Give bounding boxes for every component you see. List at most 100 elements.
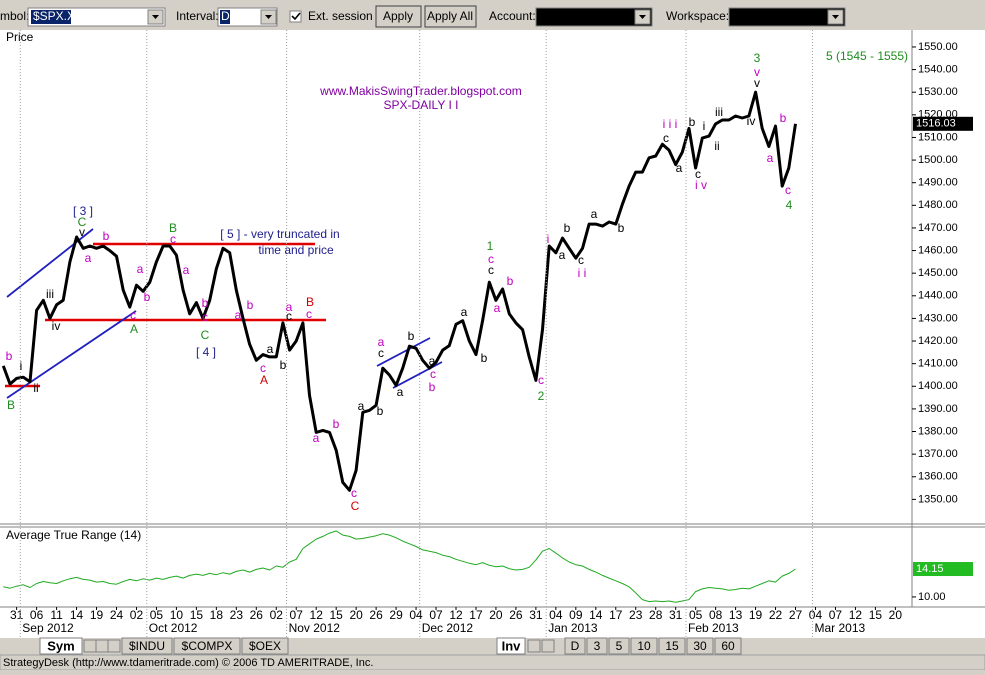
tab[interactable] bbox=[173, 637, 241, 655]
y-tick-label: 1390.00 bbox=[918, 403, 958, 415]
wave-label: a bbox=[358, 399, 365, 413]
wave-label: b bbox=[280, 358, 287, 372]
tab[interactable] bbox=[241, 637, 289, 655]
x-tick-label: 31 bbox=[529, 608, 543, 622]
x-tick-label: 23 bbox=[629, 608, 643, 622]
wave-label: b bbox=[618, 221, 625, 235]
x-tick-label: 11 bbox=[50, 608, 63, 622]
wave-label: a bbox=[286, 300, 293, 314]
wave-label: b bbox=[507, 274, 514, 288]
workspace-input[interactable] bbox=[728, 7, 846, 27]
checkbox[interactable] bbox=[289, 10, 302, 23]
interval-value: D bbox=[221, 9, 230, 23]
apply-button[interactable] bbox=[375, 5, 422, 28]
wave-label: b bbox=[333, 417, 340, 431]
wave-label: C bbox=[78, 215, 87, 229]
status-text: StrategyDesk (http://www.tdameritrade.co… bbox=[3, 657, 373, 669]
tab[interactable] bbox=[630, 637, 658, 655]
wave-label: c bbox=[578, 253, 584, 267]
x-tick-label: 12 bbox=[310, 608, 324, 622]
tab-arrow[interactable] bbox=[83, 639, 97, 653]
tab[interactable] bbox=[586, 637, 608, 655]
y-tick-label: 1420.00 bbox=[918, 335, 958, 347]
tab[interactable] bbox=[496, 637, 526, 655]
tab-arrow[interactable] bbox=[95, 639, 109, 653]
tab[interactable] bbox=[658, 637, 686, 655]
tab-arrow[interactable] bbox=[527, 639, 541, 653]
wave-label: b bbox=[408, 329, 415, 343]
account-input[interactable] bbox=[535, 7, 653, 27]
dropdown-arrow bbox=[265, 15, 272, 19]
x-tick-label: 17 bbox=[469, 608, 483, 622]
wave-label: B bbox=[306, 295, 314, 309]
wave-label: i bbox=[703, 119, 706, 133]
tab-arrow[interactable] bbox=[541, 639, 555, 653]
tab-arrow[interactable] bbox=[107, 639, 121, 653]
panel-label: Average True Range (14) bbox=[6, 528, 141, 542]
month-label: Dec 2012 bbox=[422, 621, 474, 635]
x-tick-label: 15 bbox=[190, 608, 204, 622]
x-tick-label: 26 bbox=[369, 608, 383, 622]
wave-label: c bbox=[202, 310, 208, 324]
dropdown-arrow bbox=[152, 15, 159, 19]
tab-label: Sym bbox=[47, 638, 74, 653]
x-tick-label: 28 bbox=[649, 608, 663, 622]
tab[interactable] bbox=[564, 637, 586, 655]
x-tick-label: 15 bbox=[869, 608, 883, 622]
tab[interactable] bbox=[39, 637, 83, 655]
x-tick-label: 04 bbox=[549, 608, 563, 622]
wave-label: B bbox=[169, 221, 177, 235]
wave-label: i bbox=[547, 232, 550, 246]
month-label: Sep 2012 bbox=[22, 621, 74, 635]
tab[interactable] bbox=[714, 637, 742, 655]
y-tick-label: 1350.00 bbox=[918, 493, 958, 505]
wave-label: c bbox=[488, 252, 494, 266]
last-value-label: 1516.03 bbox=[916, 118, 956, 130]
tab[interactable] bbox=[121, 637, 173, 655]
last-value-box bbox=[913, 562, 973, 577]
tab-label: 5 bbox=[616, 639, 623, 653]
x-tick-label: 07 bbox=[829, 608, 843, 622]
wave-label: b bbox=[780, 111, 787, 125]
interval-label: Interval: bbox=[176, 9, 219, 23]
month-label: Oct 2012 bbox=[149, 621, 198, 635]
y-tick-label: 1540.00 bbox=[918, 63, 958, 75]
wave-label: b bbox=[247, 298, 254, 312]
tab[interactable] bbox=[608, 637, 630, 655]
wave-label: v bbox=[754, 76, 760, 90]
x-tick-label: 20 bbox=[489, 608, 503, 622]
x-tick-label: 08 bbox=[709, 608, 723, 622]
wave-label: v bbox=[754, 65, 760, 79]
y-tick-label: 1550.00 bbox=[918, 41, 958, 53]
wave-label: c bbox=[663, 131, 669, 145]
wave-label: a bbox=[137, 262, 144, 276]
y-tick-label: 1360.00 bbox=[918, 471, 958, 483]
y-tick-label: 1380.00 bbox=[918, 425, 958, 437]
wave-label: i bbox=[20, 359, 23, 373]
wave-label: C bbox=[201, 328, 210, 342]
y-tick-label: 1530.00 bbox=[918, 86, 958, 98]
apply-all-button[interactable] bbox=[424, 5, 477, 28]
x-tick-label: 13 bbox=[729, 608, 743, 622]
wave-label: ii bbox=[33, 381, 38, 395]
dropdown-arrow bbox=[832, 15, 839, 19]
selection bbox=[220, 10, 230, 24]
wave-label: A bbox=[130, 322, 138, 336]
wave-label: a bbox=[461, 305, 468, 319]
wave-label: [ 5 ] - very truncated in bbox=[220, 227, 339, 241]
wave-label: c bbox=[488, 263, 494, 277]
wave-label: c bbox=[430, 367, 436, 381]
x-tick-label: 12 bbox=[449, 608, 463, 622]
x-tick-label: 14 bbox=[589, 608, 603, 622]
month-label: Nov 2012 bbox=[289, 621, 341, 635]
chart-subtitle: SPX-DAILY I I bbox=[384, 98, 459, 112]
y-tick-label: 1370.00 bbox=[918, 448, 958, 460]
wave-label: b bbox=[144, 290, 151, 304]
price-line bbox=[3, 530, 796, 603]
x-tick-label: 17 bbox=[609, 608, 623, 622]
tab[interactable] bbox=[686, 637, 714, 655]
x-tick-label: 29 bbox=[389, 608, 403, 622]
trend-lines bbox=[5, 228, 443, 399]
wave-label: c bbox=[378, 346, 384, 360]
wave-label: a bbox=[559, 248, 566, 262]
